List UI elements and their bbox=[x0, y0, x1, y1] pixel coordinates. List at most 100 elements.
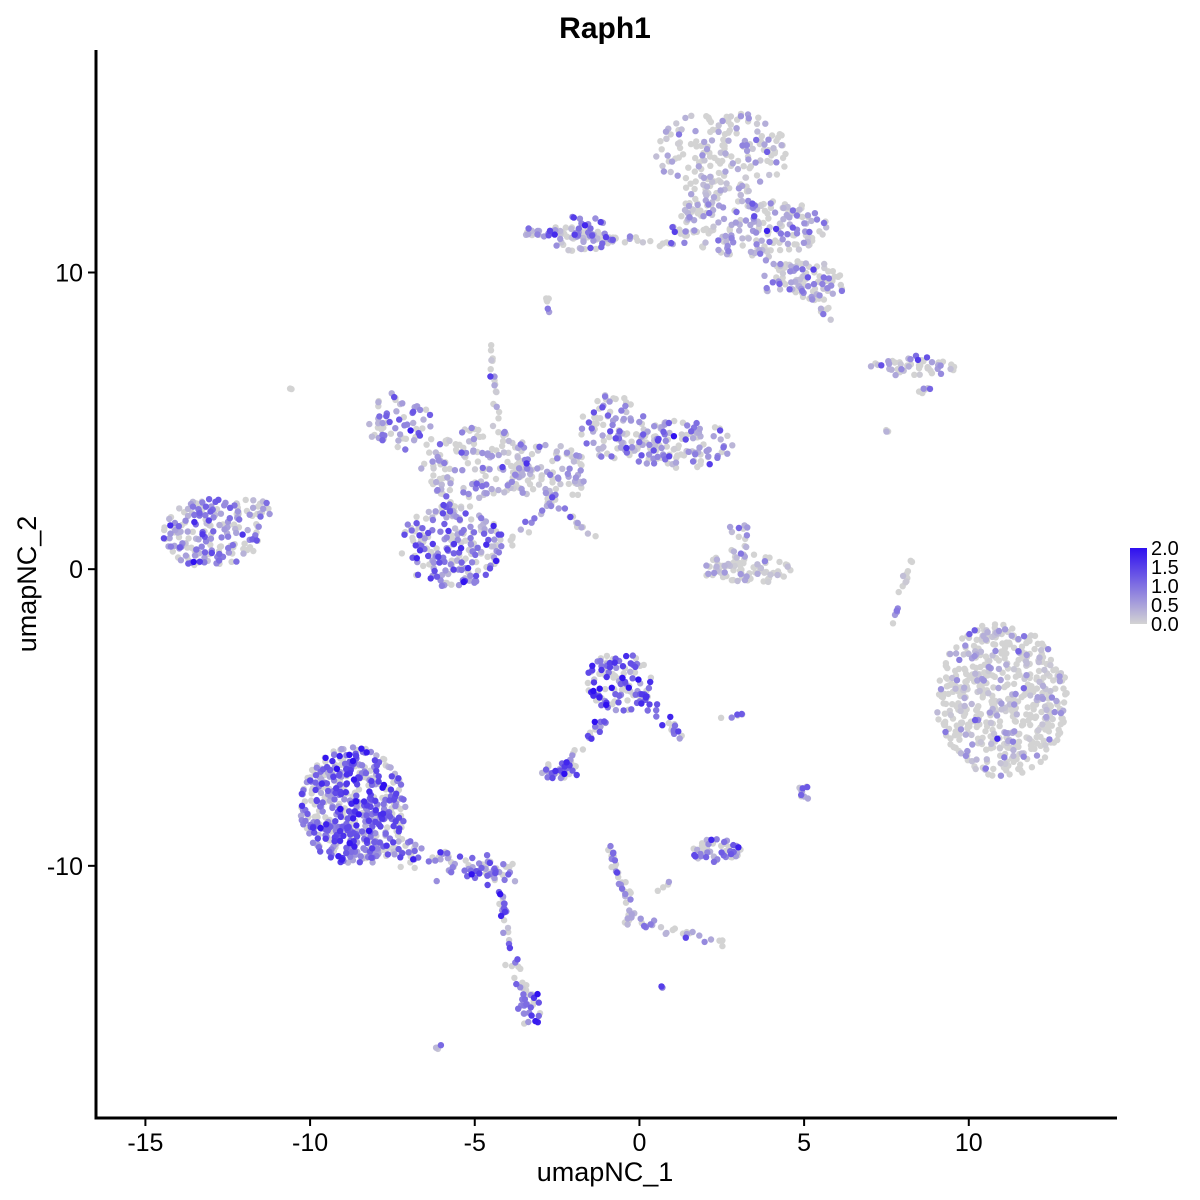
data-point bbox=[1047, 656, 1055, 664]
data-point bbox=[971, 652, 978, 660]
data-point bbox=[737, 192, 744, 199]
data-point bbox=[962, 752, 970, 759]
data-point bbox=[997, 772, 1005, 779]
data-point bbox=[665, 719, 672, 727]
data-point bbox=[795, 246, 803, 253]
data-point bbox=[514, 956, 521, 963]
data-point bbox=[666, 429, 673, 437]
data-point bbox=[352, 752, 360, 759]
data-point bbox=[1015, 635, 1022, 643]
data-point bbox=[312, 772, 320, 779]
data-point bbox=[589, 662, 596, 669]
data-point bbox=[495, 408, 503, 416]
data-point bbox=[500, 861, 507, 868]
data-point bbox=[489, 422, 497, 430]
data-point bbox=[501, 908, 509, 915]
data-point bbox=[889, 620, 897, 627]
data-point bbox=[482, 571, 489, 578]
data-point bbox=[498, 442, 506, 450]
data-point bbox=[982, 636, 990, 643]
data-point bbox=[717, 436, 724, 443]
data-point bbox=[786, 214, 793, 221]
data-point bbox=[1035, 667, 1043, 675]
data-point bbox=[521, 996, 529, 1003]
data-point bbox=[1038, 708, 1045, 716]
data-point bbox=[602, 233, 610, 241]
data-point bbox=[611, 857, 619, 864]
data-point bbox=[635, 458, 642, 465]
data-point bbox=[763, 148, 771, 156]
data-point bbox=[225, 544, 232, 552]
y-tick-label: -10 bbox=[47, 853, 83, 881]
data-point bbox=[554, 474, 562, 481]
data-point bbox=[592, 533, 599, 540]
data-point bbox=[674, 172, 681, 179]
data-point bbox=[531, 515, 538, 522]
data-point bbox=[757, 250, 764, 257]
data-point bbox=[372, 830, 379, 837]
data-point bbox=[1040, 674, 1047, 681]
data-point bbox=[498, 543, 505, 550]
data-point bbox=[429, 458, 436, 465]
data-point bbox=[472, 572, 480, 580]
data-point bbox=[425, 508, 432, 516]
data-point bbox=[207, 535, 215, 542]
data-point bbox=[419, 525, 426, 532]
data-point bbox=[736, 561, 744, 569]
data-point bbox=[343, 844, 350, 851]
data-point bbox=[717, 178, 724, 186]
data-point bbox=[416, 532, 423, 539]
data-point bbox=[312, 786, 319, 794]
data-point bbox=[1048, 694, 1056, 701]
data-point bbox=[694, 463, 701, 471]
data-point bbox=[739, 142, 746, 149]
data-point bbox=[441, 466, 449, 473]
data-point bbox=[810, 266, 817, 273]
data-point bbox=[444, 474, 451, 481]
data-point bbox=[572, 474, 580, 481]
data-point bbox=[985, 663, 993, 671]
data-point bbox=[1008, 632, 1015, 639]
data-point bbox=[524, 465, 531, 472]
data-point bbox=[1001, 644, 1009, 652]
data-point bbox=[809, 296, 816, 303]
data-point bbox=[664, 152, 671, 159]
data-point bbox=[447, 561, 454, 568]
data-point bbox=[1053, 697, 1060, 705]
data-point bbox=[491, 874, 498, 882]
data-point bbox=[914, 356, 922, 364]
data-point bbox=[594, 397, 601, 405]
data-point bbox=[592, 723, 599, 730]
data-point bbox=[377, 823, 384, 830]
data-point bbox=[734, 157, 742, 165]
data-point bbox=[624, 921, 631, 928]
data-point bbox=[589, 232, 596, 239]
data-point bbox=[507, 537, 514, 544]
data-point bbox=[596, 723, 604, 731]
data-point bbox=[1023, 660, 1030, 667]
data-point bbox=[1039, 721, 1046, 728]
data-point bbox=[820, 219, 828, 227]
data-point bbox=[709, 178, 716, 186]
data-point bbox=[811, 210, 819, 217]
data-point bbox=[351, 843, 358, 850]
data-point bbox=[302, 817, 309, 825]
data-point bbox=[433, 573, 441, 580]
data-point bbox=[564, 470, 571, 477]
data-point bbox=[623, 444, 630, 452]
data-point bbox=[947, 741, 954, 748]
data-point bbox=[699, 152, 706, 159]
data-point bbox=[501, 900, 508, 907]
data-point bbox=[569, 767, 576, 774]
data-point bbox=[387, 430, 395, 437]
data-point bbox=[990, 684, 997, 691]
data-point bbox=[715, 122, 722, 129]
data-point bbox=[528, 450, 536, 458]
data-point bbox=[337, 790, 345, 798]
data-point bbox=[198, 543, 205, 550]
data-point bbox=[711, 424, 719, 431]
data-point bbox=[754, 128, 761, 135]
data-point bbox=[382, 830, 389, 837]
data-point bbox=[695, 163, 702, 170]
data-point bbox=[343, 780, 351, 787]
